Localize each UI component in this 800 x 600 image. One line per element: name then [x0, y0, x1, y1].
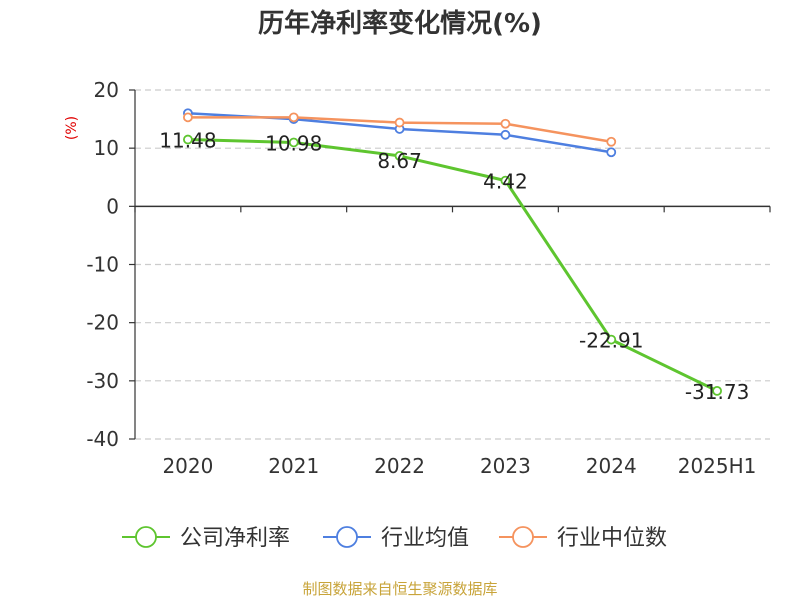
data-point — [183, 134, 193, 145]
legend-label: 行业均值 — [381, 526, 469, 551]
data-point — [500, 129, 511, 140]
data-label: 11.48 — [159, 129, 216, 153]
data-point — [288, 137, 299, 148]
data-label: 10.98 — [265, 131, 322, 155]
data-point — [394, 117, 405, 128]
legend: 公司净利率 行业均值 行业中位数 — [122, 526, 667, 551]
data-label: -31.73 — [685, 380, 749, 404]
data-label: -22.91 — [579, 329, 643, 353]
data-point — [712, 385, 722, 396]
y-tick-label: -30 — [86, 369, 119, 393]
series-industry_median — [183, 112, 617, 147]
chart-title: 历年净利率变化情况(%) — [258, 8, 542, 39]
data-point — [606, 147, 617, 158]
x-tick-label: 2024 — [586, 454, 637, 478]
legend-item: 行业中位数 — [499, 526, 667, 551]
data-label: 8.67 — [377, 149, 422, 173]
y-tick-label: -40 — [86, 427, 119, 451]
x-tick-label: 2021 — [268, 454, 319, 478]
legend-marker — [512, 526, 534, 548]
series-company — [183, 134, 722, 396]
legend-label: 公司净利率 — [180, 526, 290, 551]
x-tick-label: 2023 — [480, 454, 531, 478]
y-tick-label: 20 — [94, 78, 119, 102]
data-point — [500, 118, 511, 129]
x-tick-label: 2020 — [162, 454, 213, 478]
data-point — [606, 334, 617, 345]
y-tick-label: 0 — [106, 194, 119, 218]
legend-marker — [336, 526, 358, 548]
x-tick-label: 2025H1 — [678, 454, 757, 478]
legend-marker — [135, 526, 157, 548]
data-point — [394, 151, 405, 161]
y-tick-label: -20 — [86, 311, 119, 335]
y-axis-unit-label: (%) — [64, 116, 80, 140]
data-label: 4.42 — [483, 170, 528, 194]
source-note: 制图数据来自恒生聚源数据库 — [302, 580, 497, 598]
gridlines — [135, 89, 770, 440]
y-tick-label: -10 — [86, 253, 119, 277]
data-point — [183, 112, 193, 123]
axes: 20 10 0 -10 -20 -30 -40 2020 2021 2022 2023 2024 202… — [86, 78, 771, 478]
y-tick-label: 10 — [94, 136, 119, 160]
data-labels: 11.48 10.98 8.67 4.42 -22.91 -31.73 — [159, 129, 749, 404]
data-point — [288, 112, 299, 123]
legend-label: 行业中位数 — [557, 526, 667, 551]
series-group — [183, 108, 722, 396]
legend-item: 行业均值 — [323, 526, 469, 551]
legend-item: 公司净利率 — [122, 526, 290, 551]
x-tick-label: 2022 — [374, 454, 425, 478]
data-point — [606, 136, 617, 147]
series-line — [187, 138, 718, 393]
data-point — [500, 175, 511, 186]
